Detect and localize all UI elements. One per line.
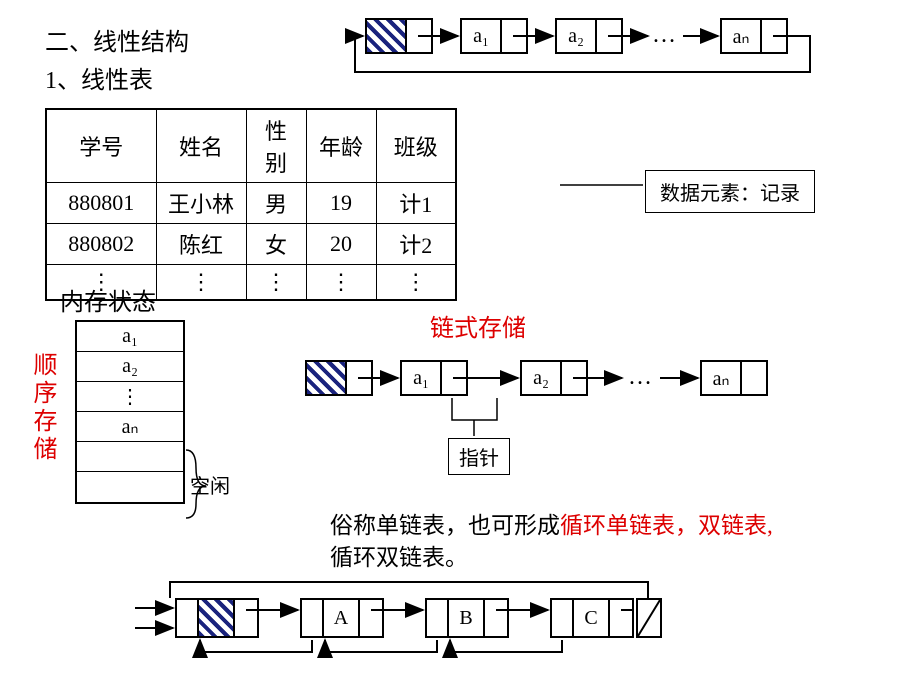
prev-ptr	[177, 600, 199, 636]
table-cell: ⋮	[306, 265, 376, 301]
memory-cell	[77, 442, 183, 472]
table-row: 880801王小林男19计1	[46, 183, 456, 224]
caption: 俗称单链表，也可形成循环单链表，双链表, 循环双链表。	[330, 510, 790, 574]
ptr-cell	[347, 362, 371, 394]
ellipsis: …	[652, 22, 678, 49]
col-header: 姓名	[156, 109, 246, 183]
table-cell: 陈红	[156, 224, 246, 265]
table-cell: 880802	[46, 224, 156, 265]
node-data: a₂	[522, 362, 562, 394]
memory-cell: a₂	[77, 352, 183, 382]
table-cell: ⋮	[376, 265, 456, 301]
table-cell: 计1	[376, 183, 456, 224]
free-label: 空闲	[190, 470, 230, 499]
next-ptr	[235, 600, 257, 636]
node-data: aₙ	[722, 20, 762, 52]
node-data: a₂	[557, 20, 597, 52]
table-cell: 女	[246, 224, 306, 265]
node-a2: a₂	[555, 18, 623, 54]
caption-part: 俗称单链表，也可形成	[330, 513, 560, 538]
subsection-heading: 1、线性表	[45, 60, 153, 95]
memory-cell: ⋮	[77, 382, 183, 412]
pointer-label: 指针	[448, 438, 510, 475]
table-cell: ⋮	[246, 265, 306, 301]
tail-null	[636, 598, 662, 638]
node-a1: a₁	[460, 18, 528, 54]
prev-ptr	[427, 600, 449, 636]
node-data: aₙ	[702, 362, 742, 394]
ptr-cell	[742, 362, 766, 394]
prev-ptr	[552, 600, 574, 636]
memory-cell	[77, 472, 183, 502]
ptr-cell	[502, 20, 526, 52]
ptr-cell	[597, 20, 621, 52]
caption-part: 循环双链表。	[330, 545, 468, 570]
mid-node-an: aₙ	[700, 360, 768, 396]
node-data: C	[574, 600, 610, 636]
memory-block: a₁a₂⋮aₙ	[75, 320, 185, 504]
bot-node-c: C	[550, 598, 634, 638]
col-header: 性别	[246, 109, 306, 183]
table-cell: 20	[306, 224, 376, 265]
sequential-storage-label: 顺序存储	[25, 352, 60, 464]
hatch-icon	[199, 600, 235, 636]
bot-node-a: A	[300, 598, 384, 638]
section-heading: 二、线性结构	[45, 22, 189, 57]
table-row: 880802陈红女20计2	[46, 224, 456, 265]
table-cell: ⋮	[156, 265, 246, 301]
table-cell: 19	[306, 183, 376, 224]
caption-part: 循环单链表，双链表,	[560, 513, 773, 538]
hatch-icon	[367, 20, 407, 52]
next-ptr	[610, 600, 632, 636]
node-data: A	[324, 600, 360, 636]
ptr-cell	[407, 20, 431, 52]
ptr-cell	[762, 20, 786, 52]
hatch-icon	[307, 362, 347, 394]
table-cell: 王小林	[156, 183, 246, 224]
bot-head	[175, 598, 259, 638]
next-ptr	[360, 600, 382, 636]
memory-title: 内存状态	[60, 282, 156, 317]
memory-cell: aₙ	[77, 412, 183, 442]
ptr-cell	[562, 362, 586, 394]
mid-node-a2: a₂	[520, 360, 588, 396]
ptr-cell	[442, 362, 466, 394]
node-data: a₁	[402, 362, 442, 394]
top-linked-list	[365, 18, 433, 54]
table-cell: 男	[246, 183, 306, 224]
node-data: B	[449, 600, 485, 636]
bot-node-b: B	[425, 598, 509, 638]
node-an: aₙ	[720, 18, 788, 54]
memory-cell: a₁	[77, 322, 183, 352]
col-header: 年龄	[306, 109, 376, 183]
linked-storage-title: 链式存储	[430, 308, 526, 343]
callout-record: 数据元素：记录	[645, 170, 815, 213]
mid-head-node	[305, 360, 373, 396]
col-header: 学号	[46, 109, 156, 183]
table-cell: 计2	[376, 224, 456, 265]
node-data: a₁	[462, 20, 502, 52]
student-table: 学号姓名性别年龄班级880801王小林男19计1880802陈红女20计2⋮⋮⋮…	[45, 108, 457, 301]
ellipsis-mid: …	[628, 364, 654, 391]
prev-ptr	[302, 600, 324, 636]
col-header: 班级	[376, 109, 456, 183]
table-cell: 880801	[46, 183, 156, 224]
mid-node-a1: a₁	[400, 360, 468, 396]
head-node	[365, 18, 433, 54]
next-ptr	[485, 600, 507, 636]
